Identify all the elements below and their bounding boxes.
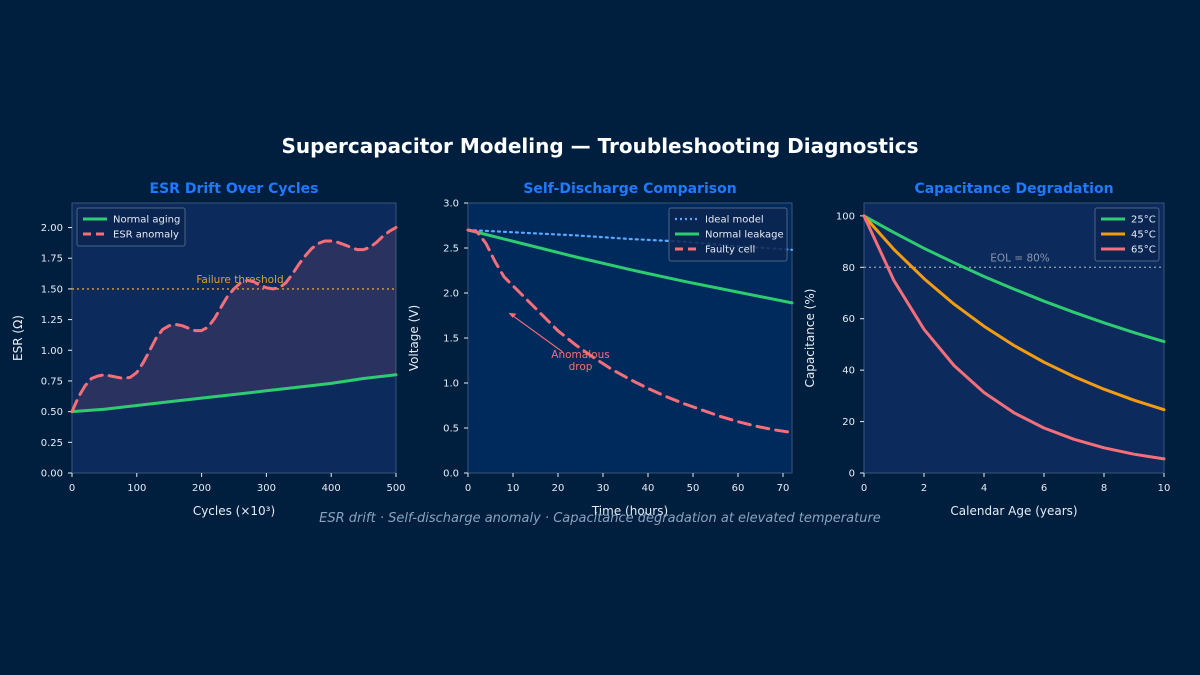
x-tick-label: 300 xyxy=(257,483,276,494)
series-line-45-c xyxy=(862,214,1166,412)
y-tick-label: 2.5 xyxy=(443,244,459,255)
x-tick-label: 10 xyxy=(1158,483,1171,494)
anomaly-fill-area xyxy=(72,227,396,412)
y-tick-label: 40 xyxy=(842,366,855,377)
y-tick-label: 1.0 xyxy=(443,379,459,390)
series-line-25-c xyxy=(862,214,1166,344)
y-axis-label: Voltage (V) xyxy=(407,305,421,371)
x-tick-label: 0 xyxy=(465,483,471,494)
annotation-arrowhead xyxy=(508,312,517,318)
y-tick-label: 2.00 xyxy=(41,223,63,234)
x-tick-label: 50 xyxy=(687,483,700,494)
x-tick-label: 60 xyxy=(732,483,745,494)
figure-title: Supercapacitor Modeling — Troubleshootin… xyxy=(281,134,919,158)
series-line-normal-aging xyxy=(70,373,398,414)
x-axis-label: Cycles (×10³) xyxy=(193,504,275,518)
y-tick-label: 0.75 xyxy=(41,376,63,387)
x-tick-label: 0 xyxy=(69,483,75,494)
x-tick-label: 70 xyxy=(777,483,790,494)
x-tick-label: 20 xyxy=(552,483,565,494)
reference-line-label: EOL = 80% xyxy=(990,252,1050,264)
y-tick-label: 80 xyxy=(842,263,855,274)
x-tick-label: 8 xyxy=(1101,483,1107,494)
legend-entry: 45°C xyxy=(1131,230,1156,241)
legend: 25°C 45°C 65°C xyxy=(1094,207,1160,262)
y-tick-label: 100 xyxy=(836,211,855,222)
legend-entry: Faulty cell xyxy=(705,245,755,256)
y-tick-label: 1.25 xyxy=(41,315,63,326)
series-line-normal-leakage xyxy=(466,228,794,305)
y-tick-label: 0.5 xyxy=(443,424,459,435)
legend: Ideal model Normal leakage Faulty cell xyxy=(668,207,788,262)
y-tick-label: 0.0 xyxy=(443,469,459,480)
y-tick-label: 0.25 xyxy=(41,438,63,449)
legend-entry: Normal leakage xyxy=(705,230,784,241)
legend-box xyxy=(668,207,788,262)
x-tick-label: 6 xyxy=(1041,483,1047,494)
x-tick-label: 2 xyxy=(921,483,927,494)
y-tick-label: 3.0 xyxy=(443,199,459,210)
y-axis-label: ESR (Ω) xyxy=(11,315,25,361)
annotation-text: drop xyxy=(569,361,593,373)
panel-title: Capacitance Degradation xyxy=(914,181,1113,197)
x-tick-label: 500 xyxy=(386,483,405,494)
y-tick-label: 60 xyxy=(842,314,855,325)
x-tick-label: 0 xyxy=(861,483,867,494)
chart-panel-2: Self-Discharge Comparison 0 10 20 30 40 50 60 70… xyxy=(407,181,794,518)
y-tick-label: 0 xyxy=(849,469,855,480)
x-axis-label: Time (hours) xyxy=(591,504,668,518)
x-tick-label: 4 xyxy=(981,483,987,494)
series-line-faulty-cell xyxy=(466,228,794,434)
legend: Normal aging ESR anomaly xyxy=(76,207,186,247)
reference-line-label: Failure threshold xyxy=(196,274,283,286)
x-tick-label: 200 xyxy=(192,483,211,494)
x-tick-label: 400 xyxy=(322,483,341,494)
annotation-text: Anomalous xyxy=(551,349,609,361)
x-tick-label: 30 xyxy=(597,483,610,494)
y-axis-label: Capacitance (%) xyxy=(803,289,817,388)
y-tick-label: 0.50 xyxy=(41,407,63,418)
legend-entry: ESR anomaly xyxy=(113,230,179,241)
y-tick-label: 1.75 xyxy=(41,254,63,265)
y-tick-label: 1.5 xyxy=(443,334,459,345)
legend-entry: 25°C xyxy=(1131,215,1156,226)
legend-entry: Normal aging xyxy=(113,215,180,226)
series-line-esr-anomaly xyxy=(70,226,398,414)
legend-entry: 65°C xyxy=(1131,245,1156,256)
y-tick-label: 1.00 xyxy=(41,346,63,357)
x-axis-label: Calendar Age (years) xyxy=(950,504,1077,518)
annotation-arrow xyxy=(511,314,563,353)
x-tick-label: 10 xyxy=(507,483,520,494)
y-tick-label: 0.00 xyxy=(41,469,63,480)
legend-entry: Ideal model xyxy=(705,215,764,226)
y-tick-label: 1.50 xyxy=(41,284,63,295)
series-line-65-c xyxy=(862,214,1166,461)
x-tick-label: 100 xyxy=(127,483,146,494)
panel-title: ESR Drift Over Cycles xyxy=(150,181,319,197)
y-tick-label: 2.0 xyxy=(443,289,459,300)
y-tick-label: 20 xyxy=(842,417,855,428)
x-tick-label: 40 xyxy=(642,483,655,494)
chart-panel-1: ESR Drift Over Cycles 0 100 200 300 400 500 0.0… xyxy=(11,181,406,518)
plot-area xyxy=(71,202,397,474)
figure-caption: ESR drift · Self-discharge anomaly · Cap… xyxy=(319,511,881,526)
panel-title: Self-Discharge Comparison xyxy=(523,181,736,197)
